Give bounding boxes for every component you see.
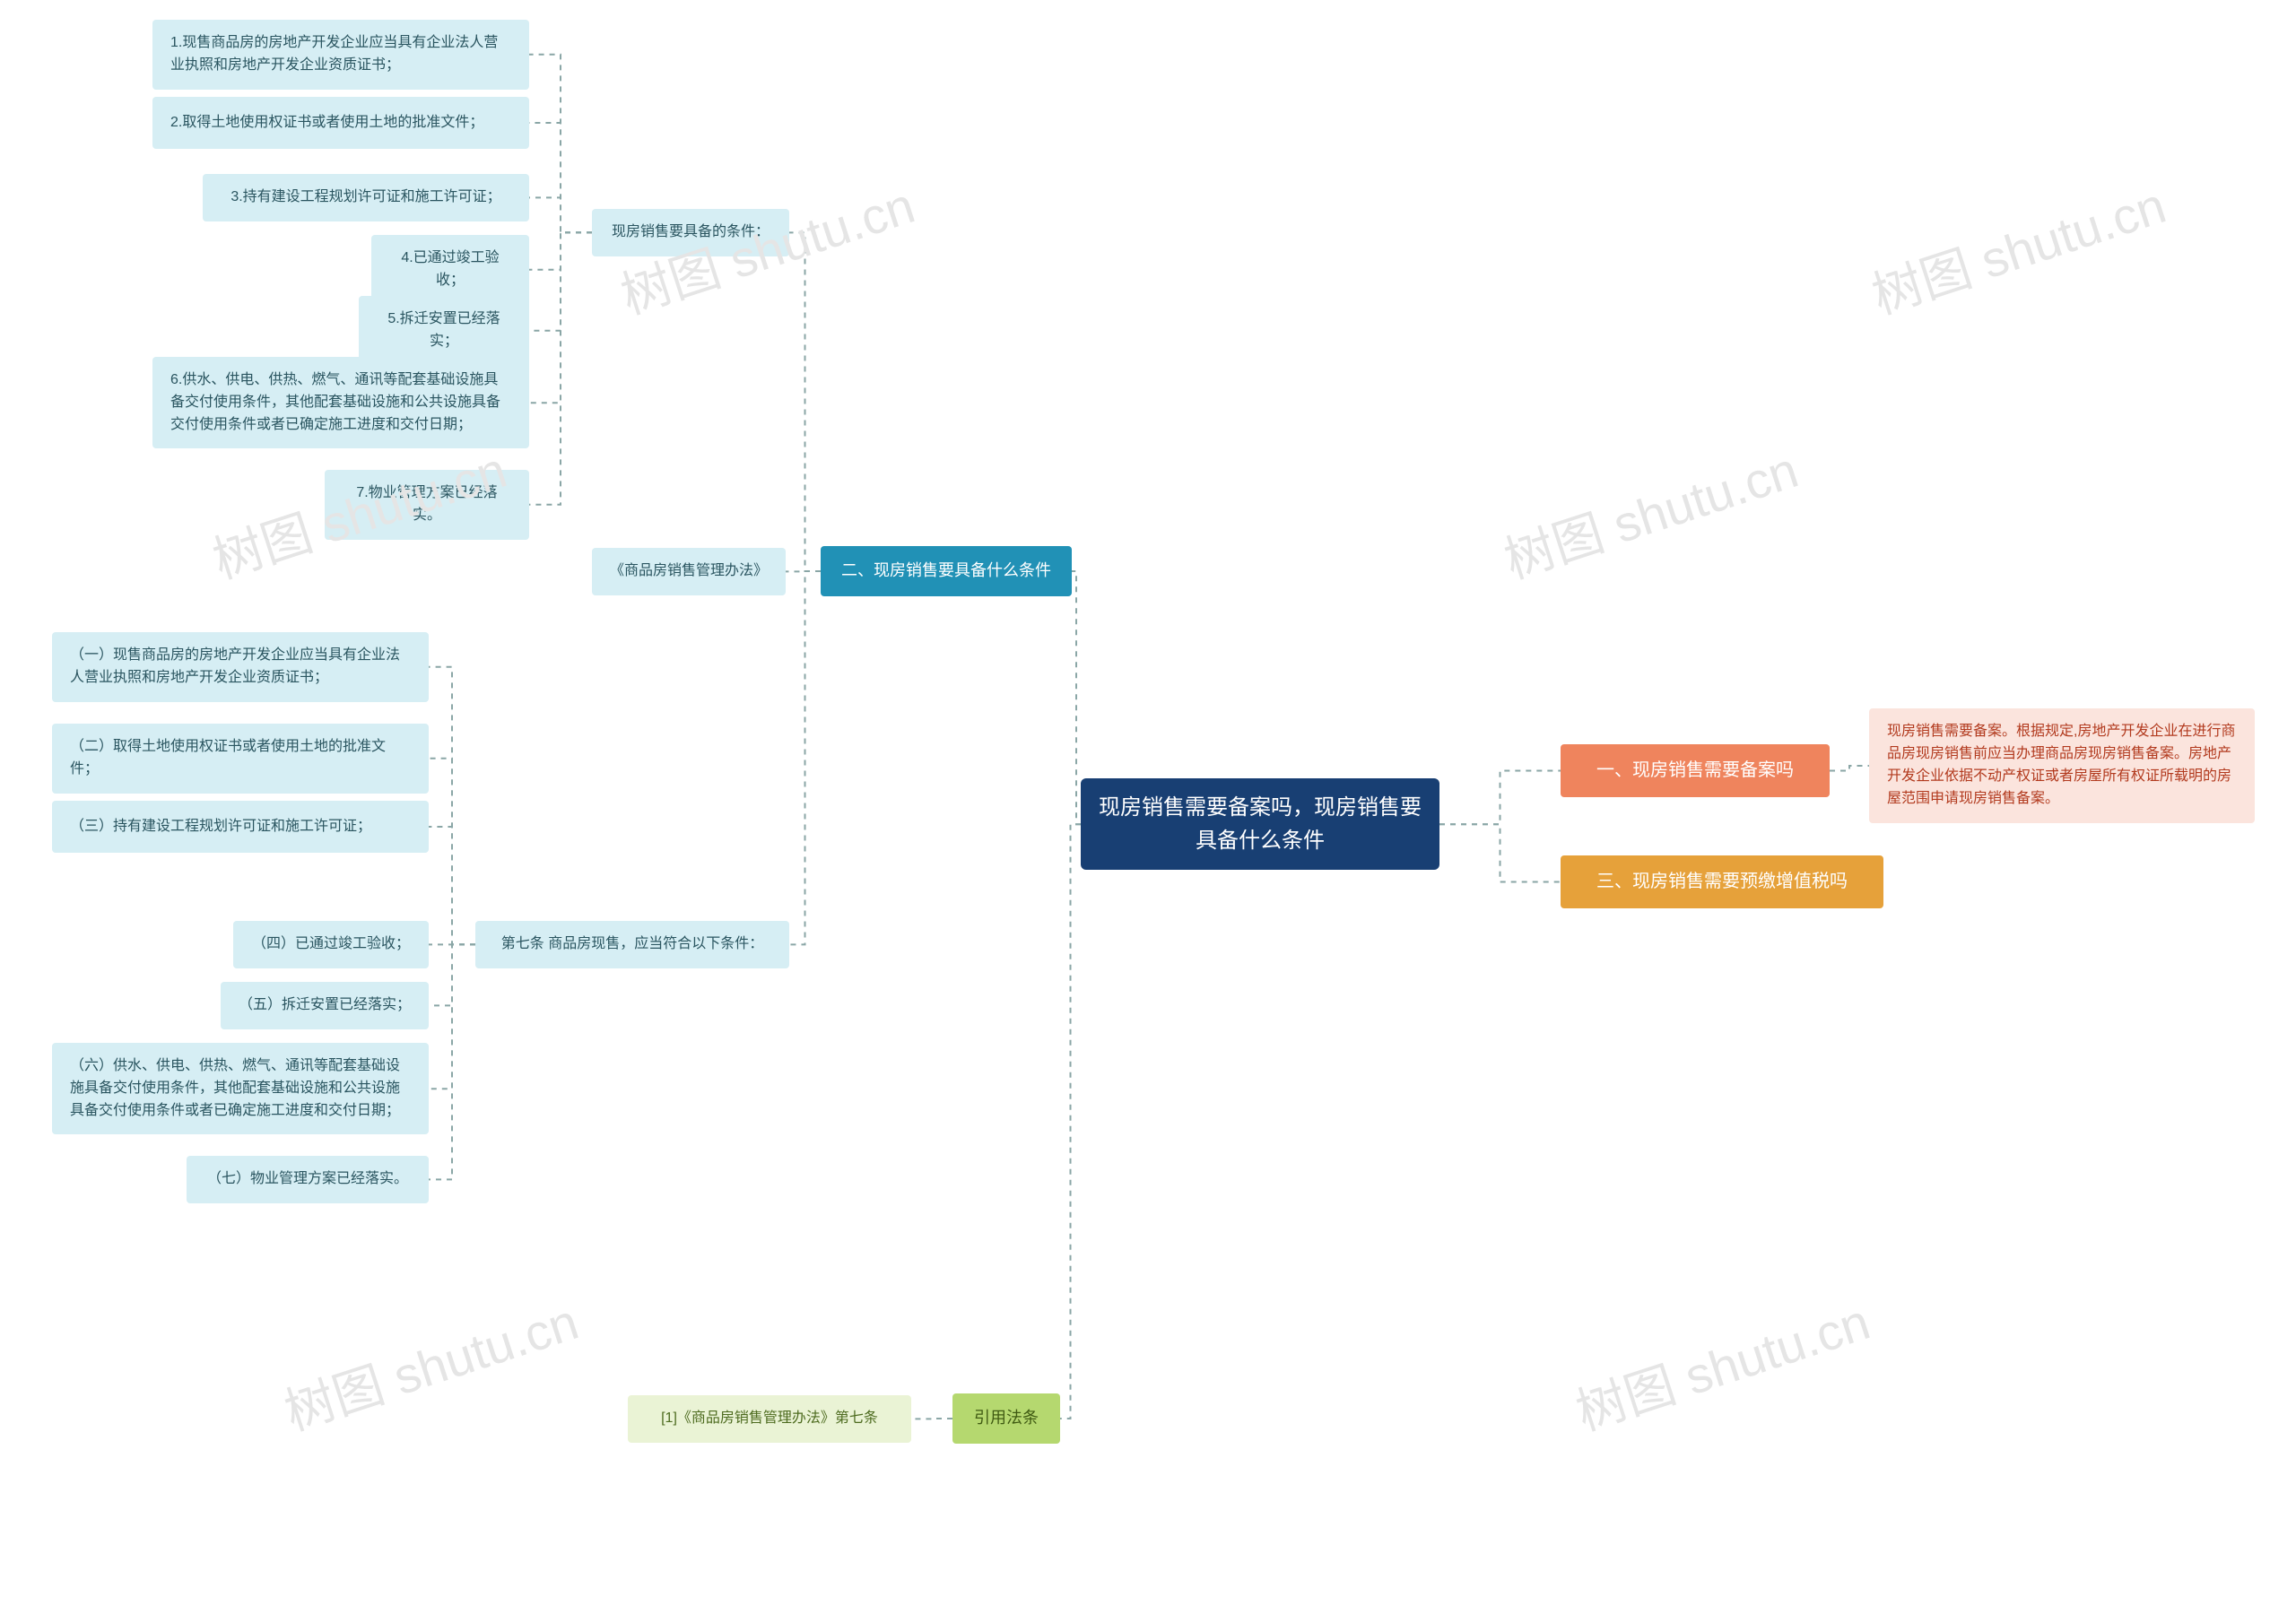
node-s2a: 现房销售要具备的条件：	[592, 209, 789, 256]
node-law: 引用法条	[952, 1393, 1060, 1444]
node-s3: 三、现房销售需要预缴增值税吗	[1561, 855, 1883, 908]
node-s2a_7: 7.物业管理方案已经落实。	[325, 470, 529, 540]
node-s2c_6: （六）供水、供电、供热、燃气、通讯等配套基础设施具备交付使用条件，其他配套基础设…	[52, 1043, 429, 1134]
node-s1_detail: 现房销售需要备案。根据规定,房地产开发企业在进行商品房现房销售前应当办理商品房现…	[1869, 708, 2255, 823]
node-s2a_5: 5.拆迁安置已经落实；	[359, 296, 529, 366]
node-law_1: [1]《商品房销售管理办法》第七条	[628, 1395, 911, 1443]
node-s2b: 《商品房销售管理办法》	[592, 548, 786, 595]
watermark: 树图 shutu.cn	[1566, 1282, 1878, 1445]
node-s1: 一、现房销售需要备案吗	[1561, 744, 1830, 797]
node-s2c_7: （七）物业管理方案已经落实。	[187, 1156, 429, 1203]
node-s2a_6: 6.供水、供电、供热、燃气、通讯等配套基础设施具备交付使用条件，其他配套基础设施…	[152, 357, 529, 448]
node-s2a_4: 4.已通过竣工验收；	[371, 235, 529, 305]
node-s2c_5: （五）拆迁安置已经落实；	[221, 982, 429, 1029]
node-s2a_2: 2.取得土地使用权证书或者使用土地的批准文件；	[152, 97, 529, 149]
watermark: 树图 shutu.cn	[274, 1282, 587, 1445]
node-s2c_2: （二）取得土地使用权证书或者使用土地的批准文件；	[52, 724, 429, 794]
node-s2c_3: （三）持有建设工程规划许可证和施工许可证；	[52, 801, 429, 853]
watermark: 树图 shutu.cn	[1494, 430, 1806, 594]
node-root: 现房销售需要备案吗，现房销售要具备什么条件	[1081, 778, 1439, 870]
node-s2a_3: 3.持有建设工程规划许可证和施工许可证；	[203, 174, 529, 221]
node-s2c_4: （四）已通过竣工验收；	[233, 921, 429, 968]
node-s2a_1: 1.现售商品房的房地产开发企业应当具有企业法人营业执照和房地产开发企业资质证书；	[152, 20, 529, 90]
node-s2: 二、现房销售要具备什么条件	[821, 546, 1072, 596]
node-s2c: 第七条 商品房现售，应当符合以下条件：	[475, 921, 789, 968]
watermark: 树图 shutu.cn	[1862, 166, 2174, 329]
node-s2c_1: （一）现售商品房的房地产开发企业应当具有企业法人营业执照和房地产开发企业资质证书…	[52, 632, 429, 702]
